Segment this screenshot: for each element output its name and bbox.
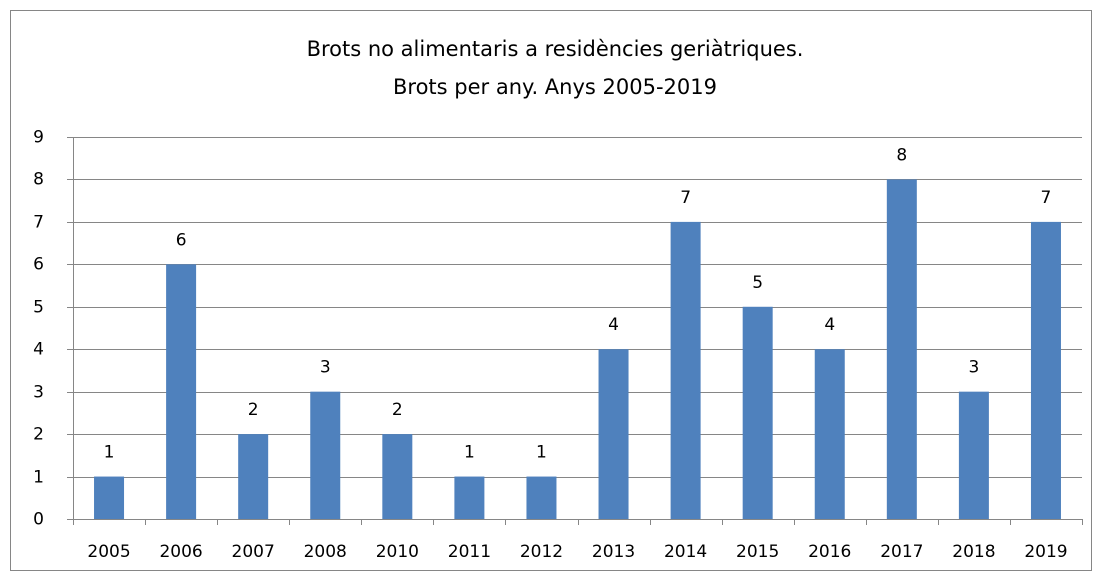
bar — [1030, 221, 1061, 519]
x-tick-label: 2006 — [159, 542, 202, 562]
data-label: 1 — [464, 443, 475, 463]
x-tick-label: 2010 — [376, 542, 419, 562]
y-tick-label: 8 — [33, 170, 44, 190]
x-tick-label: 2015 — [736, 542, 779, 562]
data-label: 2 — [392, 400, 403, 420]
x-tick-label: 2017 — [880, 542, 923, 562]
bar — [454, 476, 485, 519]
data-label: 1 — [104, 443, 115, 463]
data-label: 5 — [752, 273, 763, 293]
y-tick-label: 0 — [33, 510, 44, 530]
y-tick-label: 9 — [33, 128, 44, 148]
bar — [670, 221, 701, 519]
x-tick-label: 2007 — [232, 542, 275, 562]
bar — [166, 264, 197, 519]
data-label: 3 — [320, 358, 331, 378]
y-tick-label: 2 — [33, 425, 44, 445]
bar — [598, 349, 629, 519]
data-label: 3 — [968, 358, 979, 378]
y-tick-label: 1 — [33, 468, 44, 488]
x-tick-label: 2005 — [87, 542, 130, 562]
bar — [526, 476, 557, 519]
x-tick-label: 2018 — [952, 542, 995, 562]
y-tick-label: 7 — [33, 213, 44, 233]
data-label: 2 — [248, 400, 259, 420]
bar — [238, 434, 269, 519]
x-tick-label: 2014 — [664, 542, 707, 562]
x-tick-label: 2012 — [520, 542, 563, 562]
data-label: 6 — [176, 230, 187, 250]
x-tick-label: 2011 — [448, 542, 491, 562]
y-tick-label: 4 — [33, 340, 44, 360]
bar — [958, 391, 989, 519]
data-label: 4 — [608, 315, 619, 335]
data-label: 7 — [680, 188, 691, 208]
x-tick-label: 2019 — [1024, 542, 1067, 562]
y-tick-label: 3 — [33, 383, 44, 403]
x-tick-label: 2016 — [808, 542, 851, 562]
data-label: 1 — [536, 443, 547, 463]
data-label: 7 — [1041, 188, 1052, 208]
data-label: 4 — [824, 315, 835, 335]
bar — [814, 349, 845, 519]
y-tick-label: 5 — [33, 298, 44, 318]
bar — [310, 391, 341, 519]
bar — [886, 179, 917, 519]
y-tick-label: 6 — [33, 255, 44, 275]
bar — [382, 434, 413, 519]
x-tick-label: 2008 — [304, 542, 347, 562]
x-tick-label: 2013 — [592, 542, 635, 562]
bar — [94, 476, 125, 519]
chart-title: Brots no alimentaris a residències gerià… — [307, 37, 804, 61]
chart-title: Brots per any. Anys 2005-2019 — [393, 75, 717, 99]
data-label: 8 — [896, 145, 907, 165]
bar — [742, 306, 773, 519]
